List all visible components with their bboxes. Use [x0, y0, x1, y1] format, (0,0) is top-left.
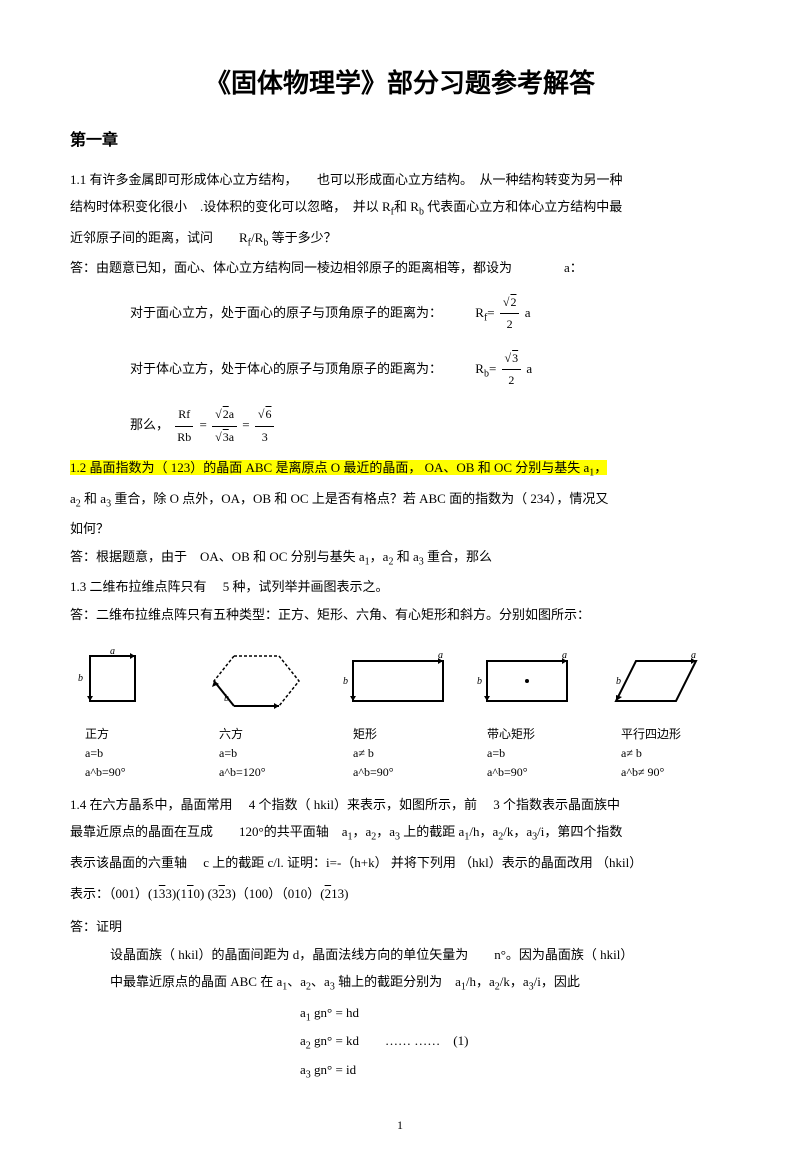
q11-line3: 近邻原子间的距离，试问 Rf/Rb 等于多少？ [70, 226, 730, 253]
svg-text:b: b [343, 676, 348, 687]
q12-line3: 如何？ [70, 517, 730, 540]
lattice-square: a b [70, 646, 194, 715]
svg-text:b: b [616, 676, 621, 687]
lattice-hex: b a [204, 646, 328, 715]
equation-3: a3 gn° = id [70, 1058, 730, 1085]
lattice-label-2: 矩形 a≠ b a^b=90° [338, 725, 462, 783]
a14-line3: 中最靠近原点的晶面 ABC 在 a1、a2、a3 轴上的截距分别为 a1/h，a… [70, 970, 730, 997]
q13: 1.3 二维布拉维点阵只有 5 种，试列举并画图表示之。 [70, 575, 730, 598]
q14-line4: 表示：（001）(133)(110) (323)（100）（010）(213) [70, 882, 730, 905]
q14-line3: 表示该晶面的六重轴 c 上的截距 c/l. 证明：i=-（h+k） 并将下列用 … [70, 851, 730, 874]
a11-line1: 答：由题意已知，面心、体心立方结构同一棱边相邻原子的距离相等，都设为 a： [70, 256, 730, 279]
a14-line1: 答：证明 [70, 915, 730, 938]
chapter-heading: 第一章 [70, 127, 730, 156]
svg-text:a: a [254, 710, 259, 711]
lattice-parallelogram: a b [606, 646, 730, 715]
a12: 答：根据题意，由于 OA、OB 和 OC 分别与基失 a1，a2 和 a3 重合… [70, 545, 730, 572]
doc-title: 《固体物理学》部分习题参考解答 [70, 60, 730, 107]
svg-text:b: b [78, 673, 83, 684]
q11-line2: 结构时体积变化很小 .设体积的变化可以忽略， 并以 Rf和 Rb 代表面心立方和… [70, 195, 730, 222]
q14-line2: 最靠近原点的晶面在互成 120°的共平面轴 a1，a2，a3 上的截距 a1/h… [70, 820, 730, 847]
svg-text:a: a [110, 646, 115, 657]
a11-formula2: 对于体心立方，处于体心的原子与顶角原子的距离为： Rb= √32 a [70, 348, 730, 392]
lattice-label-4: 平行四边形 a≠ b a^b≠ 90° [606, 725, 730, 783]
q12-line2: a2 和 a3 重合，除 O 点外，OA，OB 和 OC 上是否有格点？若 AB… [70, 487, 730, 514]
lattice-label-1: 六方 a=b a^b=120° [204, 725, 328, 783]
q11-line1: 1.1 有许多金属即可形成体心立方结构， 也可以形成面心立方结构。 从一种结构转… [70, 168, 730, 191]
equation-1: a1 gn° = hd [70, 1001, 730, 1028]
q14-line1: 1.4 在六方晶系中，晶面常用 4 个指数（ hkil）来表示，如图所示，前 3… [70, 793, 730, 816]
svg-text:b: b [477, 676, 482, 687]
lattice-centered-rect: a b [472, 646, 596, 715]
equation-2: a2 gn° = kd …… …… (1) [70, 1029, 730, 1056]
a11-formula3: 那么， RfRb = √2a√3a = √63 [70, 404, 730, 448]
lattice-diagrams: a b b a a b a b [70, 646, 730, 715]
q12-line1: 1.2 晶面指数为（ 123）的晶面 ABC 是离原点 O 最近的晶面， OA、… [70, 456, 730, 483]
lattice-label-3: 带心矩形 a=b a^b=90° [472, 725, 596, 783]
a11-formula1: 对于面心立方，处于面心的原子与顶角原子的距离为： Rf= √22 a [70, 292, 730, 336]
a14-line2: 设晶面族（ hkil）的晶面间距为 d，晶面法线方向的单位矢量为 n°。因为晶面… [70, 943, 730, 966]
svg-text:b: b [224, 693, 229, 704]
lattice-label-0: 正方 a=b a^b=90° [70, 725, 194, 783]
a13: 答：二维布拉维点阵只有五种类型：正方、矩形、六角、有心矩形和斜方。分别如图所示： [70, 603, 730, 626]
lattice-rect: a b [338, 646, 462, 715]
lattice-labels: 正方 a=b a^b=90° 六方 a=b a^b=120° 矩形 a≠ b a… [70, 725, 730, 783]
